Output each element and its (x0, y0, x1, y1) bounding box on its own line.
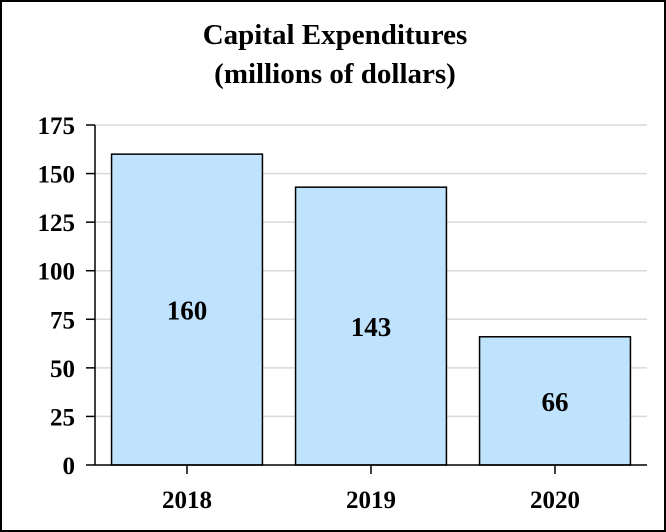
y-tick-label: 150 (38, 162, 76, 189)
bar-value-label: 160 (167, 296, 208, 326)
y-axis-ticks: 0 25 50 75 100 125 150 175 (38, 113, 95, 480)
bars: 160 143 66 (110, 153, 632, 466)
x-tick-label: 2018 (162, 487, 212, 514)
y-tick-label: 25 (50, 404, 75, 431)
y-tick-label: 75 (50, 307, 75, 334)
bar-2020 (478, 336, 632, 466)
y-tick-label: 125 (38, 210, 76, 237)
bar-value-label: 66 (542, 387, 569, 417)
x-tick-label: 2019 (346, 487, 396, 514)
y-tick-label: 50 (50, 356, 75, 383)
chart-title-line-1: Capital Expenditures (203, 19, 468, 51)
bar-2019 (294, 186, 448, 466)
y-tick-label: 0 (63, 453, 76, 480)
x-axis-ticks: 2018 2019 2020 (162, 465, 580, 514)
chart-title: Capital Expenditures (millions of dollar… (203, 19, 468, 90)
chart-title-line-2: (millions of dollars) (214, 58, 456, 90)
bar-value-label: 143 (351, 312, 392, 342)
y-tick-label: 175 (38, 113, 76, 140)
y-tick-label: 100 (38, 259, 76, 286)
x-tick-label: 2020 (530, 487, 580, 514)
